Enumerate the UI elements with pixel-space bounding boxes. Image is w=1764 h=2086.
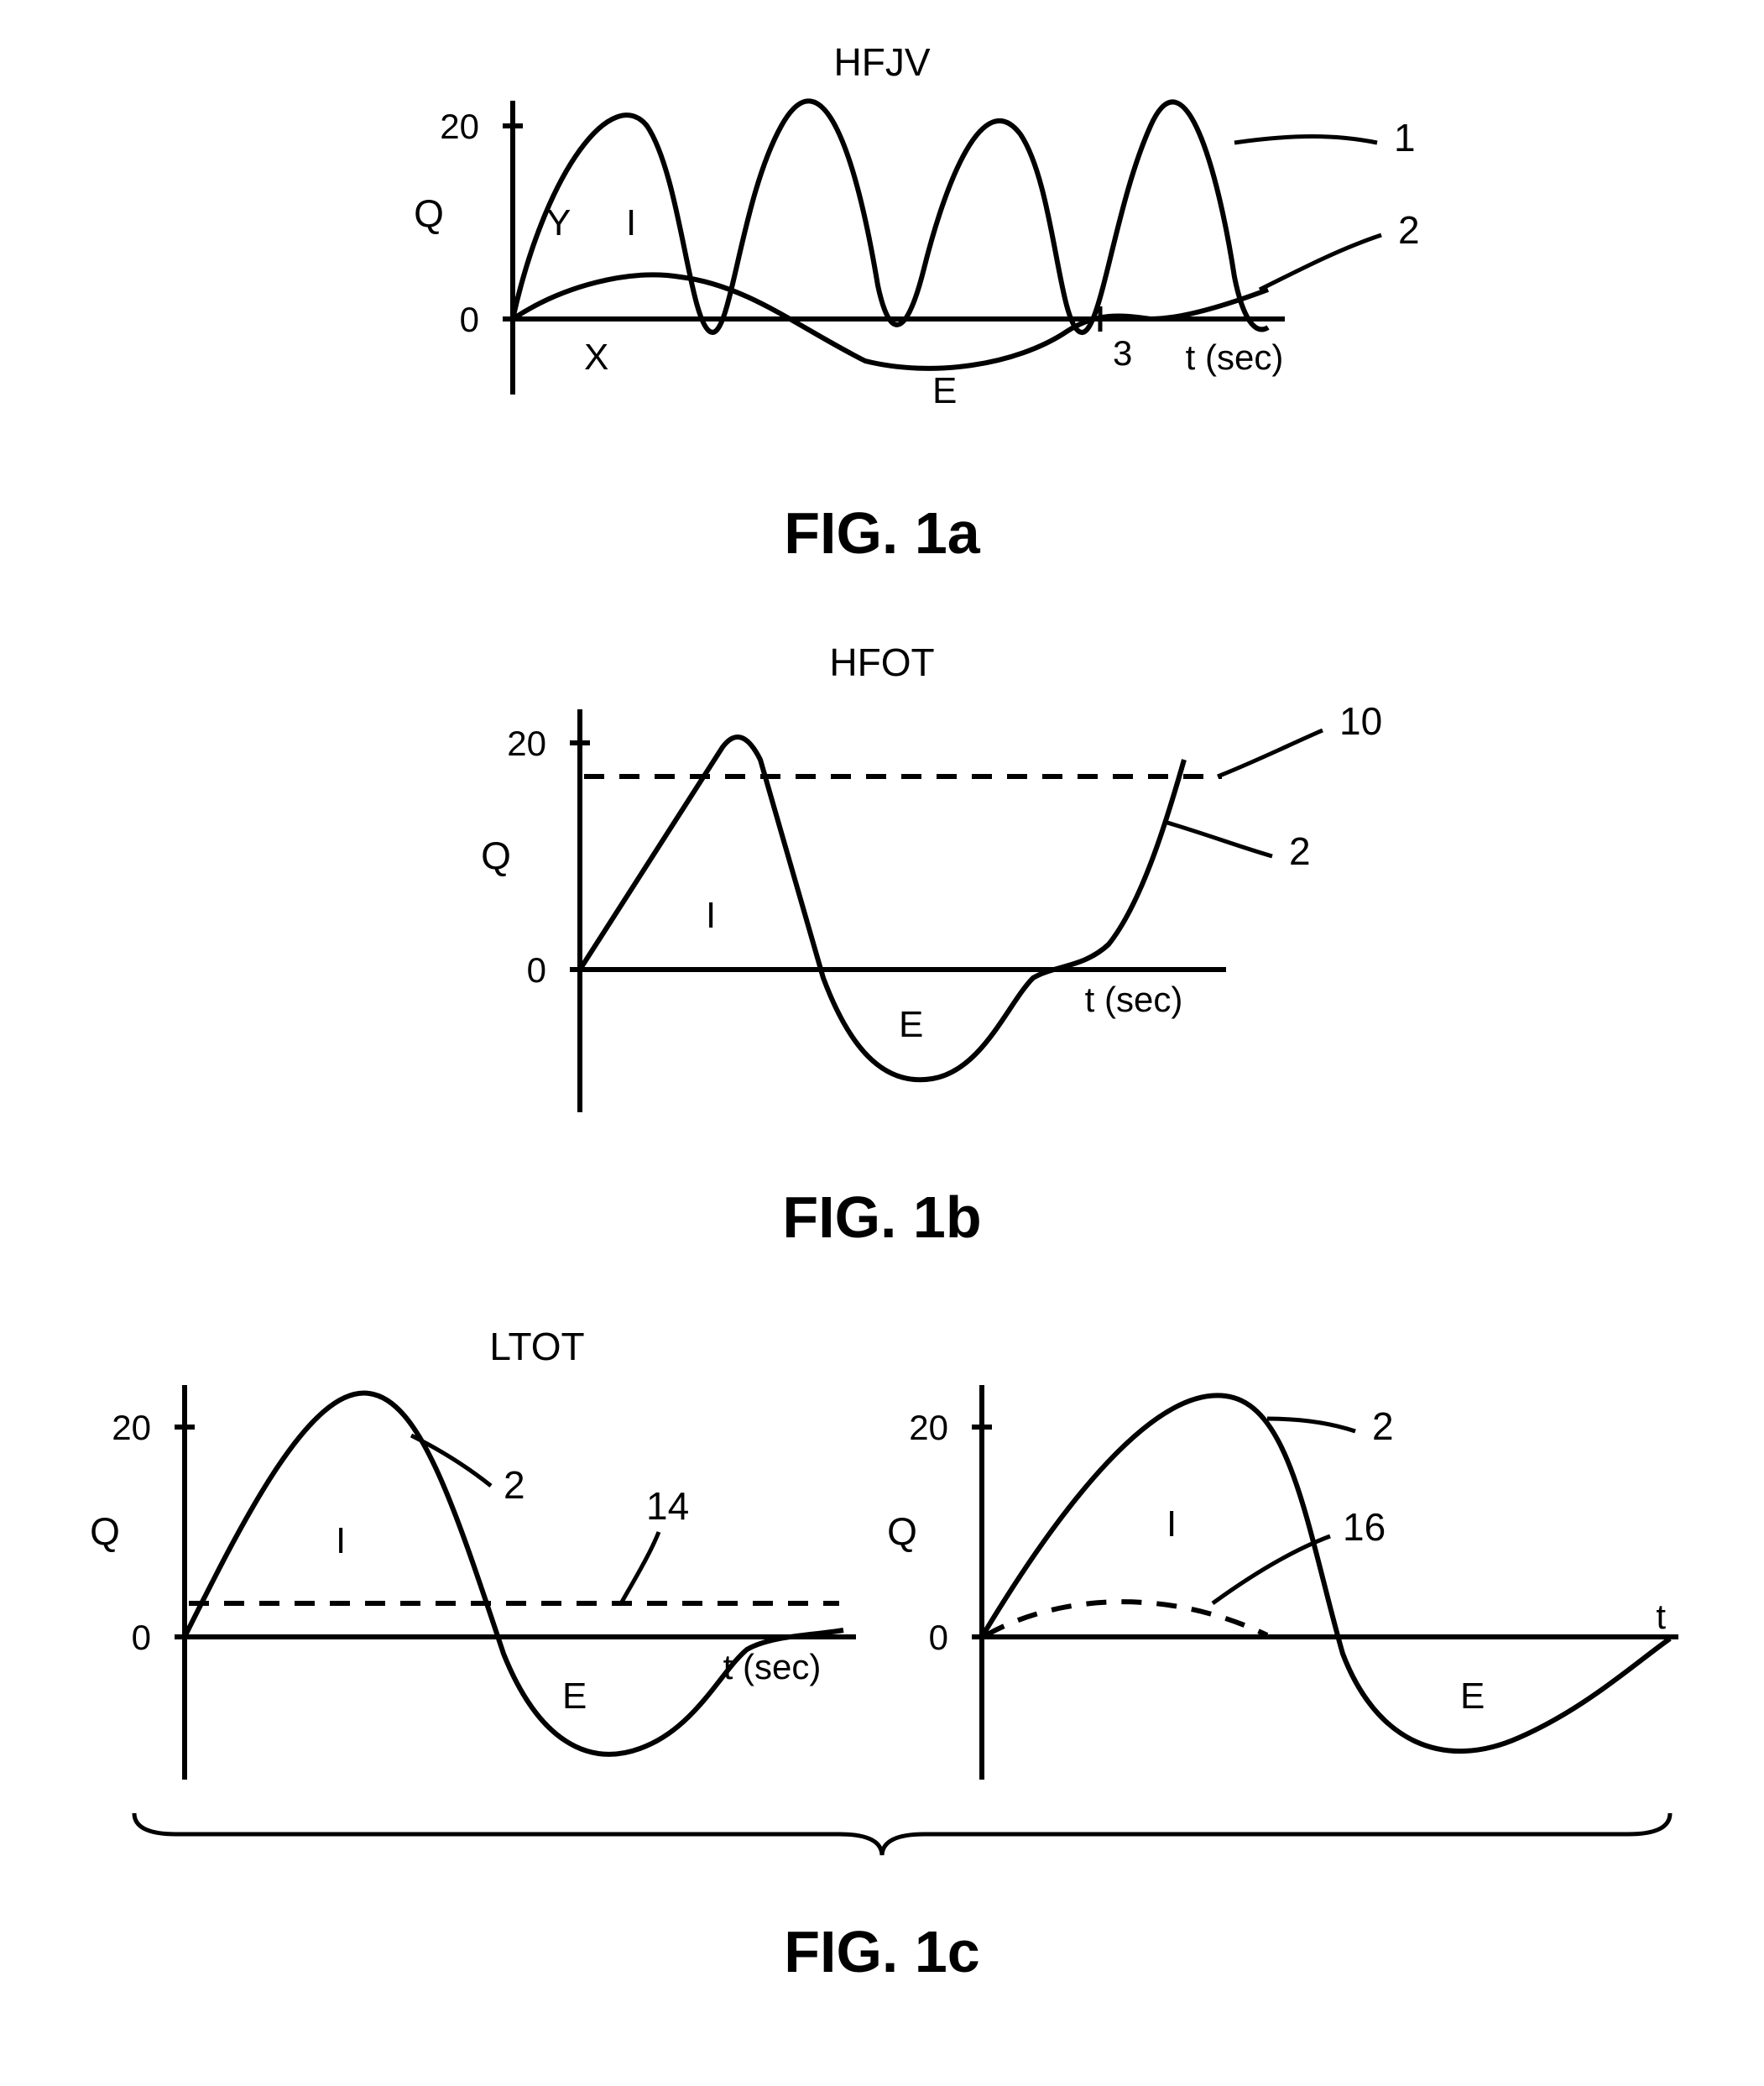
fig1c-left: 20 0 Q t (sec) I E 2 14 — [90, 1385, 856, 1780]
figure-1a-block: HFJV 20 0 Q t (sec) — [34, 34, 1730, 567]
page: HFJV 20 0 Q t (sec) — [34, 34, 1730, 1985]
figure-1a-svg: HFJV 20 0 Q t (sec) — [295, 34, 1469, 470]
fig1c-left-ylabel: Q — [90, 1509, 120, 1553]
fig1c-caption: FIG. 1c — [34, 1918, 1730, 1985]
fig1a-title: HFJV — [834, 40, 931, 84]
fig1c-brace — [134, 1813, 1670, 1855]
fig1a-ytick-0: 0 — [460, 300, 479, 339]
fig1c-left-ytick-0: 0 — [132, 1618, 151, 1657]
fig1c-right-ytick-0: 0 — [929, 1618, 948, 1657]
fig1a-label-E: E — [932, 370, 957, 411]
fig1c-right-ylabel: Q — [887, 1509, 917, 1553]
fig1c-right-curve — [982, 1395, 1670, 1751]
fig1a-label-3: 3 — [1113, 333, 1132, 373]
fig1b-callout-10: 10 — [1339, 699, 1382, 743]
fig1a-xlabel: t (sec) — [1186, 337, 1284, 377]
figure-1b-block: HFOT 20 0 Q t (sec) I E 10 2 F — [34, 634, 1730, 1251]
fig1a-callout-1: 1 — [1394, 116, 1416, 159]
fig1c-right-label-E: E — [1460, 1676, 1485, 1717]
fig1b-label-I: I — [706, 895, 716, 936]
fig1a-axes — [503, 101, 1285, 395]
fig1c-left-callout-2: 2 — [504, 1463, 525, 1507]
fig1b-title: HFOT — [829, 640, 934, 684]
fig1b-curve-2 — [580, 737, 1184, 1080]
fig1b-xlabel: t (sec) — [1085, 980, 1183, 1019]
fig1a-caption: FIG. 1a — [34, 499, 1730, 567]
fig1b-ylabel: Q — [481, 834, 511, 877]
figure-1c-block: LTOT 20 0 Q t (sec) I E 2 — [34, 1318, 1730, 1985]
fig1c-left-label-E: E — [562, 1676, 587, 1717]
fig1c-left-curve — [185, 1393, 843, 1754]
fig1c-right-label-I: I — [1166, 1503, 1177, 1545]
fig1a-callout-2: 2 — [1398, 208, 1420, 252]
fig1c-right: 20 0 Q t I E 2 16 — [887, 1385, 1678, 1780]
fig1c-right-dashed — [986, 1602, 1267, 1635]
fig1b-ytick-0: 0 — [527, 950, 546, 990]
fig1c-left-xlabel: t (sec) — [723, 1647, 822, 1686]
fig1b-caption: FIG. 1b — [34, 1184, 1730, 1251]
fig1a-label-Y: Y — [546, 202, 571, 243]
fig1a-label-X: X — [584, 337, 608, 378]
fig1c-right-xlabel: t — [1656, 1597, 1666, 1636]
fig1a-label-I: I — [626, 202, 636, 243]
fig1c-left-callout-14: 14 — [646, 1484, 689, 1528]
fig1b-callout-2: 2 — [1289, 829, 1311, 873]
fig1c-left-label-I: I — [336, 1520, 346, 1561]
figure-1c-svg: LTOT 20 0 Q t (sec) I E 2 — [34, 1318, 1730, 1889]
fig1c-right-callout-16: 16 — [1343, 1505, 1386, 1549]
fig1b-label-E: E — [899, 1004, 923, 1045]
fig1c-right-ytick-20: 20 — [909, 1408, 948, 1447]
fig1c-title: LTOT — [489, 1325, 584, 1368]
fig1a-ylabel: Q — [414, 191, 444, 235]
fig1c-left-ytick-20: 20 — [112, 1408, 151, 1447]
fig1b-ytick-20: 20 — [507, 724, 546, 763]
fig1a-ytick-20: 20 — [440, 107, 479, 146]
figure-1b-svg: HFOT 20 0 Q t (sec) I E 10 2 — [295, 634, 1469, 1154]
fig1c-right-callout-2: 2 — [1372, 1404, 1394, 1448]
